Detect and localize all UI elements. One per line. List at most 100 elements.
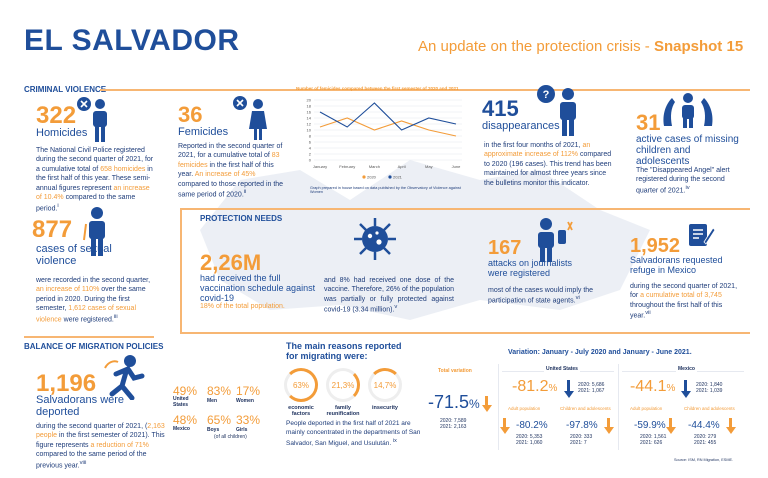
- women-pct: 17%: [236, 384, 261, 398]
- us-values: 2020: 5,686 2021: 1,067: [578, 382, 605, 395]
- mx-adult-pct: -59.9%: [634, 420, 666, 431]
- mx-child-pct: -44.4%: [688, 420, 720, 431]
- chart-x-ticks: January February March April May June: [313, 164, 461, 169]
- sexual-violence-text: were recorded in the second quarter, an …: [36, 277, 151, 324]
- reasons-title: The main reasons reported for migrating …: [286, 341, 402, 361]
- journalists-number: 167: [488, 237, 522, 259]
- mx-down-arrow-icon: [681, 391, 691, 398]
- femicides-label: Femicides: [178, 126, 229, 138]
- mx-pct: 48%: [173, 413, 198, 427]
- mx-variation-pct: -44.1%: [630, 378, 676, 395]
- chart-source: Graph prepared in house based on data pu…: [310, 186, 461, 194]
- mx-adult-arrow-stem: [669, 418, 672, 428]
- chart-x-tick-label: March: [369, 164, 380, 169]
- chart-legend-label: 2020: [367, 175, 377, 180]
- missing-children-text: The "Disappeared Angel" alert registered…: [636, 167, 730, 195]
- chart-y-tick-label: 18: [307, 104, 312, 109]
- reason-circle-insecurity: 14,7%: [368, 368, 402, 402]
- chart-x-tick-label: February: [339, 164, 355, 169]
- us-label: United States: [173, 396, 189, 408]
- sexual-violence-person-icon: [83, 207, 105, 256]
- homicide-person-icon: [77, 97, 107, 142]
- total-variation-label: Total variation: [438, 368, 472, 374]
- mx-child-down-arrow-icon: [726, 427, 736, 434]
- deported-text: during the second quarter of 2021, (2,16…: [36, 423, 165, 470]
- us-adult-values: 2020: 5,353 2021: 1,060: [516, 434, 543, 447]
- deported-label: Salvadorans were deported: [36, 394, 125, 419]
- document-pen-icon: [689, 224, 716, 246]
- missing-children-number: 31: [636, 110, 661, 135]
- us-adult-pct: -80.2%: [516, 420, 548, 431]
- chart-legend-swatch: [388, 175, 392, 179]
- reason-circle-economic: 63%: [284, 368, 318, 402]
- us-adult-arrow-stem: [503, 418, 506, 428]
- us-down-arrow-icon: [564, 391, 574, 398]
- us-child-label: Children and adolescents: [560, 406, 611, 411]
- reason-label-family: family reunification: [326, 405, 360, 417]
- mx-label: Mexico: [173, 426, 190, 432]
- chart-series-line-2020: [319, 117, 457, 137]
- chart-x-tick-label: April: [398, 164, 406, 169]
- us-adult-down-arrow-icon: [500, 427, 510, 434]
- chart-y-tick-label: 6: [309, 140, 312, 145]
- variation-source: Source: ISM, RN Migration, ESME.: [674, 458, 734, 462]
- refuge-number: 1,952: [630, 235, 681, 257]
- vaccination-text: and 8% had received one dose of the vacc…: [324, 277, 454, 314]
- reason-label-insecurity: insecurity: [372, 405, 398, 411]
- journalists-label: attacks on journalists were registered: [488, 258, 573, 278]
- total-arrow-stem: [485, 396, 488, 406]
- femicides-text: Reported in the second quarter of 2021, …: [178, 143, 284, 199]
- us-pct: 49%: [173, 384, 198, 398]
- homicides-label: Homicides: [36, 127, 88, 139]
- variation-title: Variation: January - July 2020 and Janua…: [508, 349, 692, 356]
- homicides-number: 322: [36, 102, 77, 129]
- total-down-arrow-icon: [482, 405, 492, 412]
- mx-values: 2020: 1,840 2021: 1,039: [696, 382, 723, 395]
- girls-label: Girls: [236, 427, 248, 433]
- chart-legend: 2020 2021: [362, 175, 403, 180]
- disappearances-number: 415: [482, 96, 519, 121]
- disappearances-text: in the first four months of 2021, an app…: [484, 142, 612, 187]
- section-divider: [100, 89, 750, 91]
- running-person-icon: [104, 355, 145, 400]
- vaccination-sub: 18% of the total population.: [200, 303, 285, 310]
- us-variation-pct: -81.2%: [512, 378, 558, 395]
- migration-divider: [24, 336, 154, 338]
- mx-adult-label: Adult population: [630, 406, 663, 411]
- chart-x-tick-label: June: [452, 164, 461, 169]
- refuge-text: during the second quarter of 2021, for a…: [630, 283, 738, 320]
- coronavirus-icon: [354, 218, 396, 260]
- mx-divider-v: [618, 364, 619, 450]
- vaccination-number: 2,26M: [200, 250, 262, 275]
- us-child-pct: -97.8%: [566, 420, 598, 431]
- chart-lines: [319, 102, 457, 137]
- chart-legend-label: 2021: [393, 175, 403, 180]
- total-variation-pct: -71.5%: [428, 392, 480, 412]
- us-variation-label: United States: [544, 366, 580, 372]
- refuge-label: Salvadorans requested refuge in Mexico: [630, 255, 723, 275]
- el-salvador-map-silhouette: [200, 160, 650, 320]
- chart-x-tick-label: May: [425, 164, 433, 169]
- disappearances-label: disappearances: [482, 120, 560, 132]
- us-child-values: 2020: 333 2021: 7: [570, 434, 593, 447]
- protection-box-bottom: [180, 332, 750, 334]
- boys-label: Boys: [207, 427, 220, 433]
- mx-child-values: 2020: 279 2021: 455: [694, 434, 717, 447]
- page-subtitle: An update on the protection crisis - Sna…: [418, 38, 744, 55]
- reason-label-economic: economic factors: [288, 405, 314, 417]
- chart-y-tick-label: 16: [307, 110, 312, 115]
- femicides-number: 36: [178, 102, 203, 127]
- chart-caption: Number of femicides compared between the…: [296, 86, 459, 91]
- us-child-down-arrow-icon: [604, 427, 614, 434]
- section-title-criminal-violence: CRIMINAL VIOLENCE: [24, 85, 107, 94]
- missing-children-family-icon: [663, 93, 713, 128]
- chart-gridlines: [314, 99, 462, 161]
- mx-adult-down-arrow-icon: [666, 427, 676, 434]
- chart-y-tick-label: 20: [307, 98, 312, 103]
- journalist-attack-icon: [538, 218, 573, 262]
- deported-number: 1,196: [36, 370, 97, 397]
- svg-text:?: ?: [543, 89, 550, 101]
- children-note: (of all children): [214, 434, 247, 440]
